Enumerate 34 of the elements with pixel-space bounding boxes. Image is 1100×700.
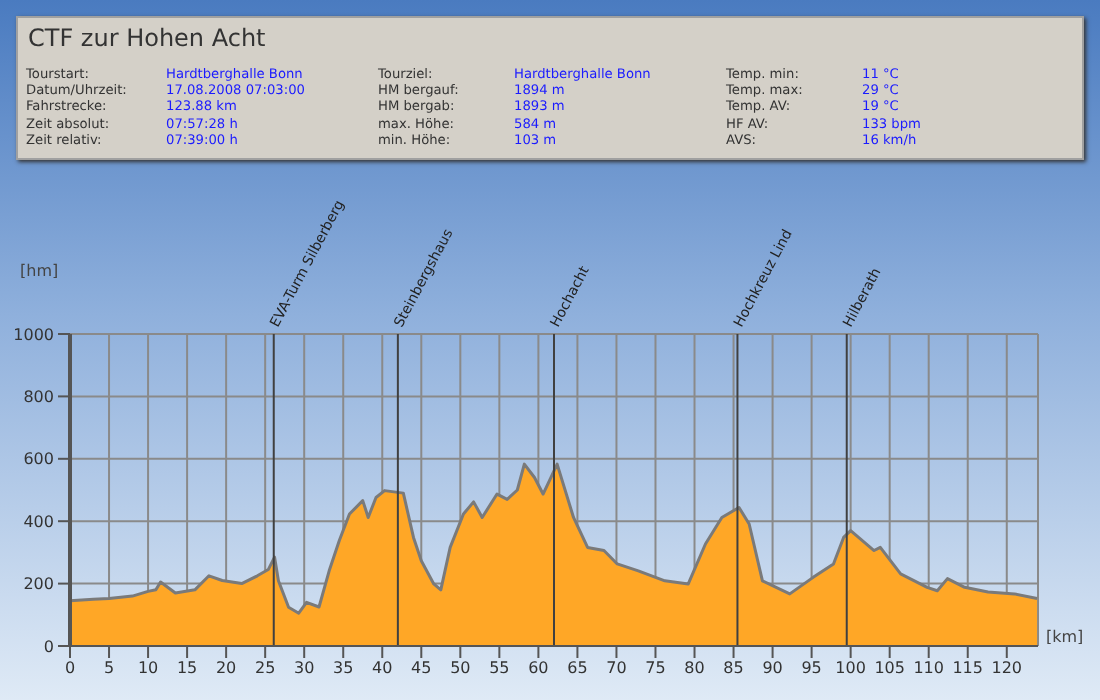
x-axis-title: [km]	[1046, 628, 1084, 646]
x-tick-label: 120	[991, 659, 1023, 678]
y-tick-label: 800	[23, 388, 54, 407]
x-tick-label: 55	[489, 659, 510, 678]
x-tick-label: 45	[411, 659, 432, 678]
y-tick-label: 400	[23, 512, 54, 531]
x-tick-label: 40	[372, 659, 393, 678]
x-tick-label: 15	[176, 659, 198, 678]
x-tick-label: 80	[684, 659, 705, 678]
x-tick-label: 20	[215, 659, 237, 678]
x-tick-label: 95	[801, 659, 822, 678]
y-tick-label: 200	[23, 575, 54, 594]
x-tick-label: 110	[913, 659, 944, 678]
x-tick-label: 65	[567, 659, 588, 678]
x-tick-label: 60	[528, 659, 549, 678]
x-tick-label: 25	[254, 659, 276, 678]
x-tick-label: 30	[294, 659, 315, 678]
x-tick-label: 115	[952, 659, 984, 678]
y-tick-label: 0	[43, 637, 54, 656]
y-axis-title: [hm]	[20, 262, 59, 280]
x-tick-label: 75	[645, 659, 666, 678]
x-tick-label: 90	[762, 659, 783, 678]
y-tick-label: 600	[23, 450, 54, 469]
x-tick-label: 0	[64, 659, 76, 678]
x-tick-label: 100	[835, 659, 866, 678]
x-tick-label: 5	[103, 659, 115, 678]
x-tick-label: 50	[450, 659, 471, 678]
x-tick-label: 85	[723, 659, 744, 678]
x-tick-label: 70	[606, 659, 627, 678]
y-tick-label: 1000	[13, 325, 54, 344]
x-tick-label: 105	[874, 659, 905, 678]
x-tick-label: 10	[137, 659, 159, 678]
x-tick-label: 35	[333, 659, 354, 678]
chart-title: CTF zur Hohen Acht	[28, 24, 266, 52]
